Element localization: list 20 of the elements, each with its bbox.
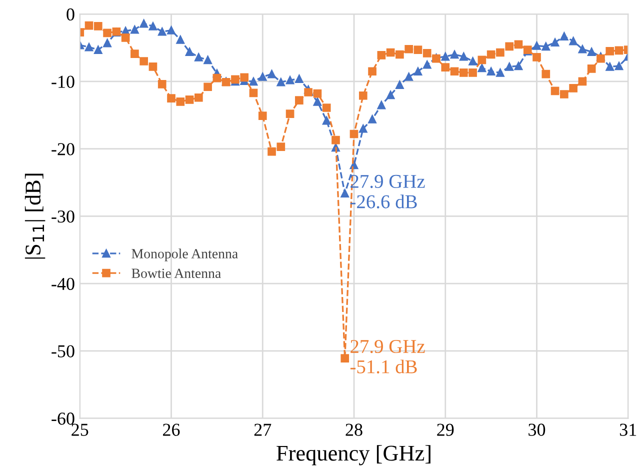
x-tick-label: 26 (163, 424, 180, 436)
annotation: 27.9 GHz -51.1 dB (350, 340, 425, 374)
y-tick-label: -60 (52, 412, 74, 425)
y-axis-title: |S$_{11}$| [dB] (24, 174, 46, 259)
x-tick-label: 28 (346, 424, 362, 436)
y-tick-label: 0 (66, 8, 74, 21)
y-tick-label: -50 (52, 345, 74, 358)
x-tick-label: 25 (72, 424, 88, 436)
x-tick-label: 31 (620, 424, 636, 436)
legend-label: Bowtie Antenna (132, 268, 221, 278)
x-tick-label: 30 (528, 424, 546, 436)
y-tick-label: -40 (52, 278, 74, 290)
y-tick-label: -10 (52, 76, 74, 88)
y-tick-label: -20 (52, 143, 74, 156)
x-tick-label: 29 (437, 424, 454, 436)
x-tick-label: 27 (254, 424, 272, 436)
x-axis-title: Frequency [GHz] (276, 445, 430, 466)
y-tick-label: -30 (52, 210, 74, 223)
legend-label: Monopole Antenna (132, 248, 238, 262)
annotation: 27.9 GHz -26.6 dB (350, 174, 425, 208)
